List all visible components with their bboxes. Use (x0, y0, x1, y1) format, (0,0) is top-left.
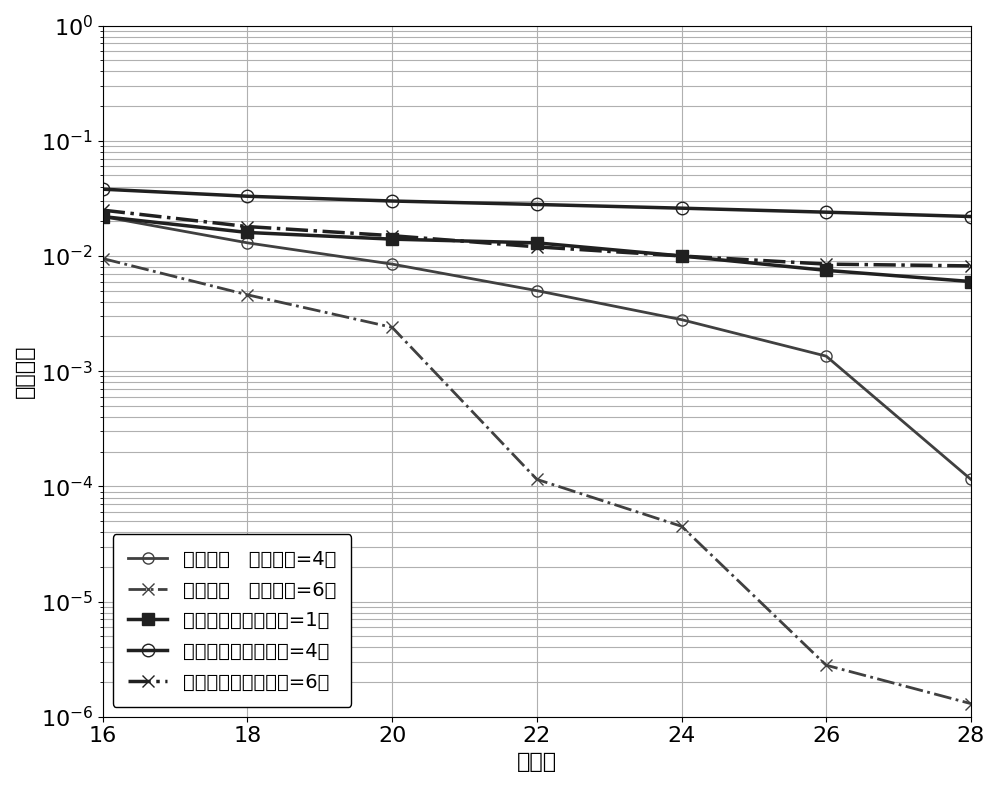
设计方案   （中继数=6） (820, 660, 832, 670)
对比方案一（中继数=1） (531, 238, 543, 248)
对比方案二（中继数=6） (531, 242, 543, 252)
对比方案二（中继数=4） (676, 204, 688, 213)
Line: 设计方案   （中继数=6）: 设计方案 （中继数=6） (97, 253, 977, 710)
对比方案一（中继数=1） (241, 227, 253, 237)
设计方案   （中继数=6） (97, 254, 109, 264)
Y-axis label: 破译概率: 破译概率 (15, 345, 35, 398)
对比方案一（中继数=1） (386, 235, 398, 244)
对比方案一（中继数=1） (676, 251, 688, 260)
设计方案   （中继数=4） (676, 315, 688, 324)
设计方案   （中继数=4） (820, 352, 832, 361)
设计方案   （中继数=4） (97, 212, 109, 221)
对比方案一（中继数=1） (965, 277, 977, 286)
对比方案二（中继数=6） (386, 231, 398, 240)
对比方案二（中继数=6） (97, 205, 109, 215)
设计方案   （中继数=6） (386, 323, 398, 332)
Line: 对比方案二（中继数=4）: 对比方案二（中继数=4） (97, 183, 977, 223)
对比方案一（中继数=1） (97, 212, 109, 221)
对比方案二（中继数=4） (386, 196, 398, 205)
对比方案二（中继数=4） (820, 208, 832, 217)
设计方案   （中继数=4） (531, 286, 543, 295)
对比方案二（中继数=4） (531, 200, 543, 209)
Line: 对比方案二（中继数=6）: 对比方案二（中继数=6） (97, 204, 977, 272)
设计方案   （中继数=6） (676, 522, 688, 531)
Line: 对比方案一（中继数=1）: 对比方案一（中继数=1） (97, 211, 976, 287)
设计方案   （中继数=4） (386, 260, 398, 269)
设计方案   （中继数=6） (531, 475, 543, 484)
设计方案   （中继数=4） (241, 238, 253, 248)
对比方案二（中继数=4） (97, 184, 109, 194)
对比方案二（中继数=6） (820, 260, 832, 269)
X-axis label: 总包数: 总包数 (517, 752, 557, 772)
设计方案   （中继数=6） (241, 290, 253, 300)
Line: 设计方案   （中继数=4）: 设计方案 （中继数=4） (97, 211, 976, 485)
设计方案   （中继数=6） (965, 699, 977, 708)
对比方案一（中继数=1） (820, 266, 832, 275)
设计方案   （中继数=4） (965, 475, 977, 484)
对比方案二（中继数=6） (676, 251, 688, 260)
Legend: 设计方案   （中继数=4）, 设计方案   （中继数=6）, 对比方案一（中继数=1）, 对比方案二（中继数=4）, 对比方案二（中继数=6）: 设计方案 （中继数=4）, 设计方案 （中继数=6）, 对比方案一（中继数=1）… (113, 534, 351, 707)
对比方案二（中继数=4） (965, 212, 977, 221)
对比方案二（中继数=6） (965, 261, 977, 271)
对比方案二（中继数=6） (241, 222, 253, 231)
对比方案二（中继数=4） (241, 191, 253, 201)
